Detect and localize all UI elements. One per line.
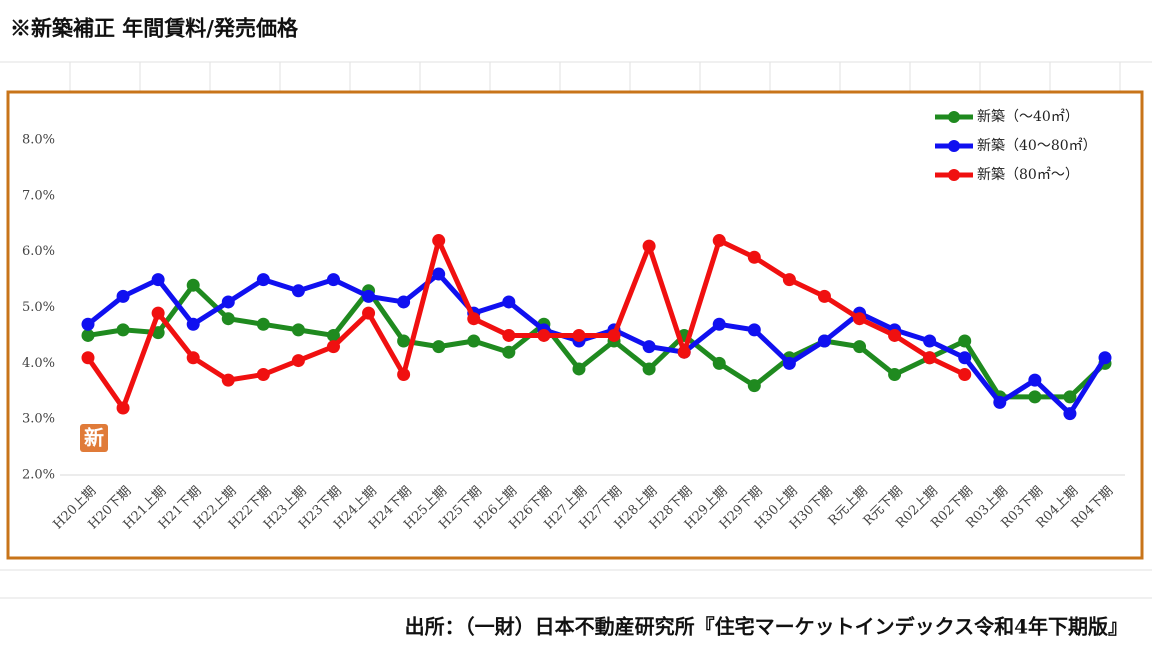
data-point	[1063, 407, 1077, 421]
data-point	[817, 289, 831, 303]
data-point	[502, 328, 516, 342]
data-point	[362, 289, 376, 303]
y-tick-label: 5.0%	[22, 300, 55, 315]
data-point	[291, 284, 305, 298]
data-point	[642, 239, 656, 253]
source-note: 出所：（一財）日本不動産研究所『住宅マーケットインデックス令和4年下期版』	[405, 615, 1128, 639]
data-point	[221, 295, 235, 309]
y-tick-label: 2.0%	[22, 468, 55, 483]
data-point	[888, 328, 902, 342]
data-point	[607, 328, 621, 342]
data-point	[221, 373, 235, 387]
data-point	[432, 234, 446, 248]
data-point	[291, 354, 305, 368]
data-point	[467, 334, 481, 348]
data-point	[958, 334, 972, 348]
data-point	[326, 340, 340, 354]
data-point	[782, 356, 796, 370]
data-point	[186, 351, 200, 365]
data-point	[256, 368, 270, 382]
sheet-grid	[0, 61, 1152, 599]
y-tick-label: 7.0%	[22, 188, 55, 203]
legend-marker	[948, 111, 960, 123]
data-point	[186, 278, 200, 292]
data-point	[712, 317, 726, 331]
data-point	[502, 345, 516, 359]
data-point	[116, 323, 130, 337]
legend-label: 新築（40～80㎡）	[977, 138, 1097, 154]
data-point	[817, 334, 831, 348]
data-point	[1098, 351, 1112, 365]
y-tick-label: 6.0%	[22, 244, 55, 259]
data-point	[958, 368, 972, 382]
data-point	[1028, 390, 1042, 404]
page-title: ※新築補正 年間賃料/発売価格	[10, 16, 299, 41]
data-point	[432, 267, 446, 281]
data-point	[151, 306, 165, 320]
data-point	[186, 317, 200, 331]
data-point	[116, 289, 130, 303]
data-point	[151, 273, 165, 287]
data-point	[712, 234, 726, 248]
data-point	[81, 317, 95, 331]
data-point	[537, 328, 551, 342]
data-point	[467, 312, 481, 326]
data-point	[923, 351, 937, 365]
data-point	[642, 362, 656, 376]
legend-marker	[948, 140, 960, 152]
y-tick-label: 3.0%	[22, 412, 55, 427]
data-point	[151, 326, 165, 340]
data-point	[81, 328, 95, 342]
data-point	[502, 295, 516, 309]
y-tick-label: 4.0%	[22, 356, 55, 371]
legend-label: 新築（～40㎡）	[977, 109, 1079, 125]
data-point	[432, 340, 446, 354]
data-point	[362, 306, 376, 320]
data-point	[747, 379, 761, 393]
data-point	[993, 395, 1007, 409]
data-point	[853, 312, 867, 326]
data-point	[923, 334, 937, 348]
data-point	[853, 340, 867, 354]
data-point	[782, 273, 796, 287]
data-point	[712, 356, 726, 370]
legend-label: 新築（80㎡～）	[977, 167, 1079, 183]
data-point	[572, 362, 586, 376]
data-point	[397, 295, 411, 309]
data-point	[888, 368, 902, 382]
data-point	[747, 323, 761, 337]
data-point	[397, 368, 411, 382]
data-point	[677, 345, 691, 359]
data-point	[256, 317, 270, 331]
data-point	[256, 273, 270, 287]
y-tick-label: 8.0%	[22, 133, 55, 148]
data-point	[572, 328, 586, 342]
data-point	[1063, 390, 1077, 404]
data-point	[397, 334, 411, 348]
data-point	[116, 401, 130, 415]
data-point	[747, 250, 761, 264]
data-point	[81, 351, 95, 365]
badge-box	[80, 424, 108, 452]
data-point	[1028, 373, 1042, 387]
data-point	[642, 340, 656, 354]
data-point	[291, 323, 305, 337]
data-point	[958, 351, 972, 365]
data-point	[326, 328, 340, 342]
badge: 新	[84, 426, 104, 450]
legend-marker	[948, 169, 960, 181]
data-point	[326, 273, 340, 287]
data-point	[221, 312, 235, 326]
